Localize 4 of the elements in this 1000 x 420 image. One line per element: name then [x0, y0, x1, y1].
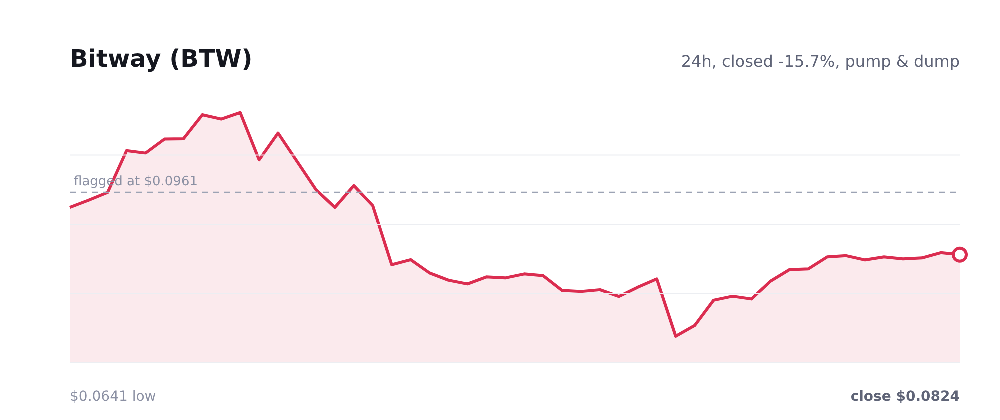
chart-subtitle: 24h, closed -15.7%, pump & dump	[681, 51, 960, 73]
chart-title: Bitway (BTW)	[70, 44, 253, 74]
text: $0.0641 low	[70, 388, 156, 406]
text: close $0.0824	[850, 388, 960, 406]
